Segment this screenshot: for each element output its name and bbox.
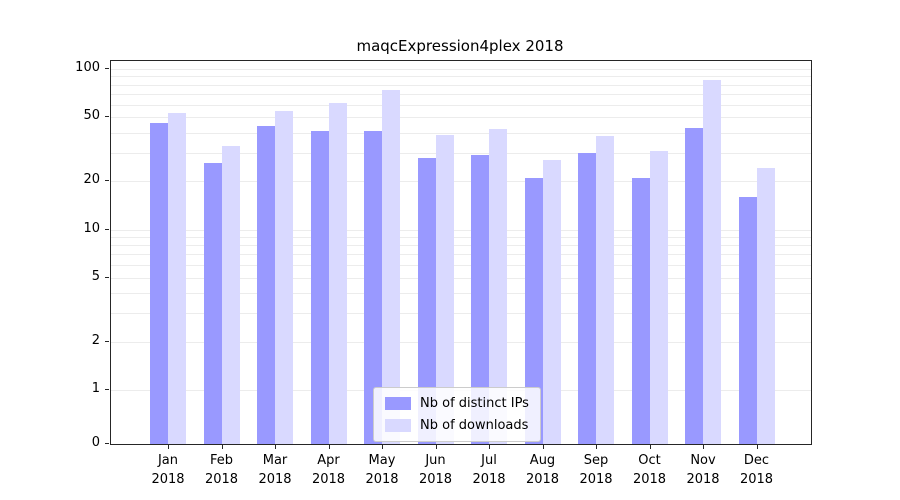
bar-nov-distinct-ips (685, 127, 703, 444)
x-tick-mark (596, 445, 597, 449)
x-tick-mark (435, 445, 437, 449)
y-tick-label: 1 (91, 381, 100, 396)
bar-jan-downloads (168, 113, 186, 444)
x-tick-mark (756, 445, 758, 449)
gridline (111, 69, 811, 70)
y-tick-mark (105, 228, 109, 230)
bar-aug-downloads (542, 160, 561, 444)
x-tick-mark (542, 445, 544, 449)
bar-mar-distinct-ips (257, 126, 275, 444)
x-tick-mark (489, 445, 490, 449)
y-tick-label: 2 (91, 332, 100, 348)
gridline (111, 236, 811, 238)
bar-jan-distinct-ips (150, 123, 168, 444)
bar-nov-downloads (703, 80, 721, 444)
gridline (111, 117, 811, 119)
x-tick-mark (168, 445, 169, 449)
y-tick-label: 20 (83, 172, 100, 188)
y-tick-mark (105, 116, 109, 118)
gridline (111, 93, 811, 95)
gridline (111, 254, 811, 256)
chart-title: maqcExpression4plex 2018 (356, 37, 564, 55)
y-tick-label: 10 (83, 220, 100, 236)
y-tick-label: 0 (91, 435, 100, 450)
plot-area: Nb of distinct IPs Nb of downloads (110, 60, 812, 445)
y-tick-mark (105, 68, 109, 69)
gridline (111, 152, 811, 154)
y-tick-mark (105, 276, 109, 278)
x-tick-label: Jul 2018 (472, 453, 506, 487)
y-tick-mark (105, 389, 109, 390)
legend: Nb of distinct IPs Nb of downloads (373, 387, 541, 442)
bar-jul-downloads (489, 129, 507, 444)
gridline (111, 76, 811, 78)
x-tick-label: Nov 2018 (686, 453, 720, 487)
x-tick-mark (275, 445, 276, 449)
gridline (111, 84, 811, 86)
bar-mar-downloads (275, 110, 293, 444)
bar-apr-downloads (328, 103, 347, 444)
gridline (111, 265, 811, 267)
y-tick-label: 5 (91, 268, 100, 284)
bar-jun-downloads (435, 134, 454, 444)
legend-item-distinct-ips: Nb of distinct IPs (385, 396, 529, 411)
x-tick-label: Oct 2018 (632, 453, 667, 487)
bar-may-distinct-ips (364, 131, 382, 444)
legend-swatch-downloads (385, 419, 411, 432)
y-tick-mark (105, 340, 109, 342)
bar-dec-distinct-ips (738, 196, 757, 444)
bar-may-downloads (382, 89, 400, 444)
bar-oct-downloads (649, 150, 668, 444)
gridline (111, 277, 811, 279)
x-tick-label: Mar 2018 (258, 453, 292, 487)
bar-feb-downloads (221, 146, 240, 444)
gridline (111, 132, 811, 134)
bar-sep-downloads (596, 136, 614, 444)
bar-oct-distinct-ips (631, 177, 650, 444)
x-tick-label: Jun 2018 (418, 453, 453, 487)
x-tick-label: Sep 2018 (579, 453, 613, 487)
gridline (111, 341, 811, 343)
legend-label-distinct-ips: Nb of distinct IPs (420, 396, 529, 411)
x-tick-label: Feb 2018 (204, 453, 239, 487)
gridline (111, 293, 811, 295)
x-tick-label: Dec 2018 (739, 453, 774, 487)
gridline (111, 245, 811, 247)
legend-label-downloads: Nb of downloads (420, 418, 529, 433)
bar-aug-distinct-ips (524, 177, 543, 444)
y-tick-label: 100 (75, 60, 100, 75)
x-tick-label: Aug 2018 (525, 453, 560, 487)
x-tick-mark (649, 445, 651, 449)
x-tick-label: Jan 2018 (151, 453, 185, 487)
x-tick-mark (328, 445, 330, 449)
y-tick-mark (105, 180, 109, 182)
gridline (111, 104, 811, 106)
gridline (111, 181, 811, 183)
x-tick-label: May 2018 (365, 453, 399, 487)
bar-jun-distinct-ips (417, 157, 436, 444)
bar-dec-downloads (756, 168, 775, 444)
bar-apr-distinct-ips (310, 131, 329, 444)
bar-sep-distinct-ips (578, 152, 596, 444)
legend-swatch-distinct-ips (385, 397, 411, 410)
gridline (111, 313, 811, 315)
y-tick-label: 50 (83, 108, 100, 124)
x-tick-mark (703, 445, 704, 449)
x-tick-label: Apr 2018 (311, 453, 346, 487)
bar-feb-distinct-ips (203, 162, 222, 444)
y-tick-mark (105, 443, 109, 444)
x-tick-mark (382, 445, 383, 449)
legend-item-downloads: Nb of downloads (385, 418, 529, 433)
x-tick-mark (221, 445, 223, 449)
gridline (111, 229, 811, 231)
bar-jul-distinct-ips (471, 155, 489, 444)
